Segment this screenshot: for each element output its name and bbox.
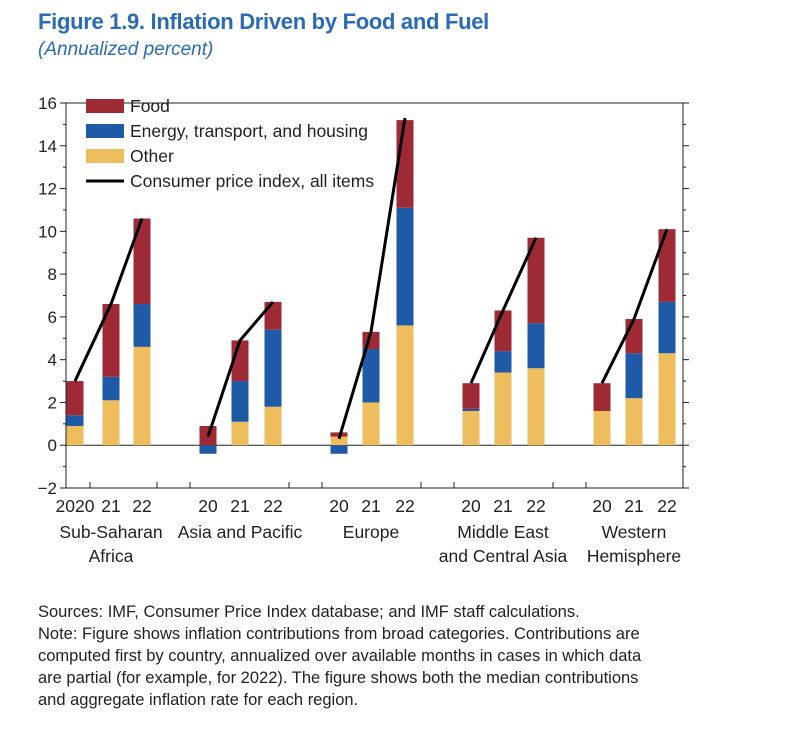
y-tick-label: 12	[38, 180, 57, 199]
y-tick-label: −2	[38, 479, 57, 498]
x-tick-label: 20	[329, 496, 349, 516]
region-label: Western	[602, 522, 667, 542]
bar-segment-food	[625, 319, 643, 354]
region-label: Sub-Saharan	[59, 522, 162, 542]
note-line: Note: Figure shows inflation contributio…	[38, 625, 640, 643]
bar-segment-other	[264, 406, 282, 446]
bar-segment-other	[231, 421, 249, 446]
note-line: and aggregate inflation rate for each re…	[38, 691, 359, 709]
note-line: computed first by country, annualized ov…	[38, 647, 642, 665]
bar-segment-energy	[199, 445, 217, 454]
bar-segment-energy	[102, 376, 120, 401]
x-tick-label: 22	[526, 496, 545, 516]
region-label: Middle East	[457, 522, 549, 542]
legend-label: Other	[130, 146, 174, 166]
bar-segment-other	[593, 411, 611, 446]
x-tick-label: 22	[395, 496, 414, 516]
figure-title: Figure 1.9. Inflation Driven by Food and…	[38, 9, 489, 34]
bar-segment-food	[462, 383, 480, 409]
bar-segment-other	[462, 411, 480, 446]
legend-label: Energy, transport, and housing	[130, 121, 368, 141]
x-tick-label: 22	[657, 496, 676, 516]
cpi-line	[73, 217, 144, 382]
bar-segment-other	[102, 400, 120, 446]
bar-segment-energy	[396, 207, 414, 326]
bar-segment-food	[658, 229, 676, 302]
bar-segment-food	[66, 381, 84, 416]
x-tick-label: 21	[230, 496, 249, 516]
bar-segment-energy	[494, 351, 512, 373]
y-tick-label: 14	[38, 137, 57, 156]
legend-swatch-other	[86, 149, 124, 163]
bar-segment-other	[362, 402, 380, 446]
legend-label: Consumer price index, all items	[130, 171, 374, 191]
x-tick-label: 20	[592, 496, 612, 516]
bar-segment-other	[527, 368, 545, 446]
note-line: are partial (for example, for 2022). The…	[38, 669, 639, 687]
bar-segment-energy	[66, 415, 84, 426]
y-tick-label: 8	[48, 265, 57, 284]
bar-segment-energy	[133, 304, 151, 347]
region-label: Asia and Pacific	[178, 522, 303, 542]
bar-segment-energy	[625, 353, 643, 399]
cpi-line	[337, 117, 407, 440]
bar-segment-food	[264, 301, 282, 330]
region-label: Europe	[343, 522, 399, 542]
bar-segment-food	[593, 383, 611, 411]
figure-subtitle: (Annualized percent)	[38, 39, 214, 60]
y-tick-label: 0	[48, 436, 57, 455]
bar-segment-energy	[362, 348, 380, 403]
bar-segment-other	[494, 372, 512, 446]
x-tick-label: 21	[101, 496, 120, 516]
bar-segment-other	[658, 353, 676, 446]
y-tick-label: 2	[48, 393, 57, 412]
region-label: Hemisphere	[587, 546, 681, 566]
bar-segment-energy	[264, 329, 282, 407]
bar-segment-food	[527, 237, 545, 324]
x-tick-label: 20	[461, 496, 481, 516]
bar-segment-food	[133, 218, 151, 305]
cpi-line	[206, 300, 275, 438]
bar-segment-energy	[231, 381, 249, 422]
region-label: Africa	[89, 546, 134, 566]
x-tick-label: 22	[132, 496, 151, 516]
bar-segment-energy	[462, 408, 480, 411]
sources-text: Sources: IMF, Consumer Price Index datab…	[38, 603, 580, 621]
region-label: and Central Asia	[439, 546, 568, 566]
cpi-line	[469, 237, 538, 384]
bar-segment-energy	[527, 323, 545, 369]
x-tick-label: 21	[493, 496, 512, 516]
bar-segment-food	[494, 310, 512, 352]
x-tick-label: 2020	[56, 496, 95, 516]
x-tick-label: 20	[198, 496, 218, 516]
legend-swatch-food	[86, 99, 124, 113]
y-tick-label: 4	[48, 351, 57, 370]
y-tick-label: 16	[38, 94, 57, 113]
bar-segment-other	[66, 425, 84, 446]
bar-segment-energy	[330, 445, 348, 454]
bar-segment-energy	[658, 301, 676, 354]
bar-segment-other	[396, 325, 414, 446]
y-tick-label: 6	[48, 308, 57, 327]
bar-segment-other	[625, 398, 643, 446]
figure-notes: Sources: IMF, Consumer Price Index datab…	[38, 601, 758, 711]
bar-segment-other	[133, 346, 151, 446]
bar-segment-food	[102, 304, 120, 377]
bar-segment-other	[330, 436, 348, 446]
legend-swatch-energy	[86, 124, 124, 138]
x-tick-label: 21	[361, 496, 380, 516]
legend-label: Food	[130, 96, 170, 116]
x-tick-label: 22	[263, 496, 282, 516]
y-tick-label: 10	[38, 222, 57, 241]
cpi-line	[600, 228, 669, 384]
x-tick-label: 21	[624, 496, 643, 516]
